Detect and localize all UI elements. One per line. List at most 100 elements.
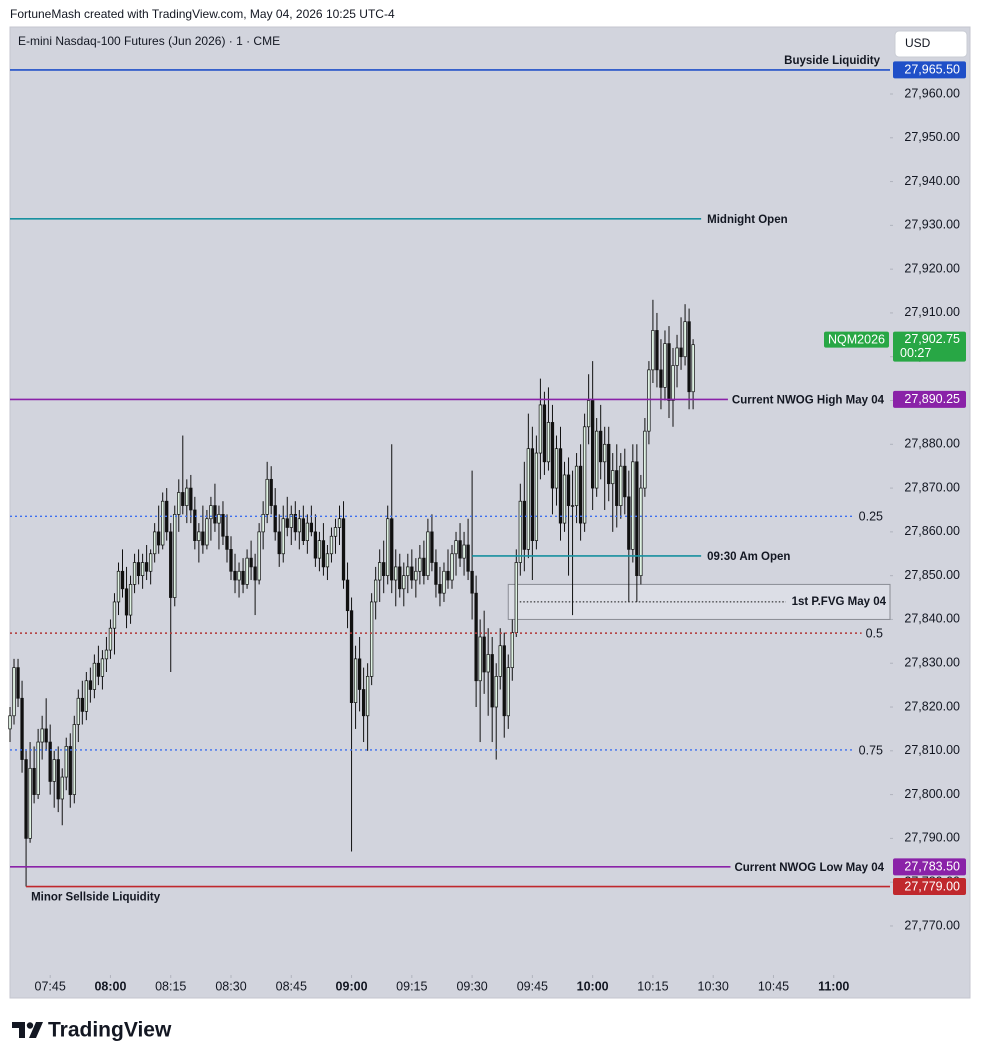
candle-body [341,518,346,581]
candle-body [542,404,547,463]
candle-body [225,535,229,550]
level-label: Current NWOG Low May 04 [734,862,884,874]
candle-body [691,344,695,393]
price-badge-label: 27,890.25 [904,392,960,406]
candle-body [281,518,285,555]
y-tick-label: 27,770.00 [904,918,960,932]
candle-body [229,549,233,572]
candle-body [92,662,97,690]
y-tick-label: 27,800.00 [904,787,960,801]
x-tick-label: 10:00 [577,979,609,993]
y-tick-label: 27,810.00 [904,743,960,757]
logo-slash [29,1022,43,1038]
candle-body [80,697,84,712]
logo-mark [12,1022,25,1038]
candle-body [8,715,12,730]
x-tick-label: 07:45 [35,979,66,993]
candle-body [378,562,382,581]
x-tick-label: 08:15 [155,979,186,993]
candle-body [586,400,591,428]
y-tick-label: 27,830.00 [904,656,960,670]
candle-body [116,570,121,603]
candle-body [386,518,390,577]
candle-body [635,461,639,577]
candle-body [603,443,607,463]
candle-body [309,522,314,533]
candle-body [144,562,149,572]
candle-body [249,557,253,568]
candle-body [56,759,60,800]
candle-body [132,562,137,585]
level-label: 09:30 Am Open [707,551,790,563]
candle-body [398,566,402,590]
candle-body [522,500,526,550]
candle-body [639,487,643,577]
candle-body [663,343,667,388]
candle-body [333,527,338,537]
candle-body [534,452,539,541]
candle-body [265,478,269,515]
currency-label[interactable]: USD [905,36,931,50]
candle-body [438,584,442,594]
candle-body [189,487,193,511]
candle-body [357,658,362,690]
candle-body [394,566,398,581]
price-badge [893,61,966,79]
candle-body [120,570,125,590]
brand-name: TradingView [48,1019,172,1042]
candle-body [60,776,64,800]
candle-body [426,531,430,577]
candle-body [526,448,531,550]
y-tick-label: 27,940.00 [904,174,960,188]
candle-body [482,636,486,673]
candle-body [261,514,265,533]
candle-body [44,728,48,743]
level-label: Minor Sellside Liquidity [31,892,161,904]
candle-body [454,540,458,555]
symbol-badge [824,331,889,348]
x-tick-label: 10:45 [758,979,789,993]
candle-body [615,470,619,506]
level-label: Buyside Liquidity [784,55,880,67]
candle-body [667,343,671,401]
candle-body [124,588,129,616]
candle-body [570,505,575,507]
candle-body [374,579,378,603]
candle-body [502,645,506,717]
candle-body [390,518,394,581]
candle-body [546,422,551,463]
candle-body [205,518,209,546]
candle-body [173,514,177,598]
candle-body [76,697,80,725]
candle-body [607,443,611,485]
candle-body [430,531,434,563]
candle-body [297,518,301,533]
candle-body [506,667,510,717]
candle-body [233,570,237,581]
price-badge [893,858,966,876]
currency-button[interactable] [894,30,968,58]
candle-body [104,649,109,660]
x-tick-label: 08:00 [94,979,126,993]
level-label: 0.5 [866,626,883,640]
candle-body [434,562,438,585]
candle-body [64,746,68,778]
x-tick-label: 09:45 [517,979,548,993]
candle-body [590,400,595,489]
countdown-label: 00:27 [900,346,931,360]
price-badge [893,878,966,896]
candle-body [345,579,350,612]
x-tick-label: 09:30 [456,979,487,993]
candle-body [651,330,655,371]
candle-body [293,514,297,533]
candle-body [490,654,494,708]
candle-body [269,478,273,506]
candle-body [28,767,32,839]
candle-body [285,518,289,528]
label-backdrop [854,513,890,520]
candle-body [655,330,659,371]
plot-area: 27,770.0027,780.0027,790.0027,800.0027,8… [8,55,966,993]
y-tick-label: 27,840.00 [904,612,960,626]
candle-body [486,654,490,673]
